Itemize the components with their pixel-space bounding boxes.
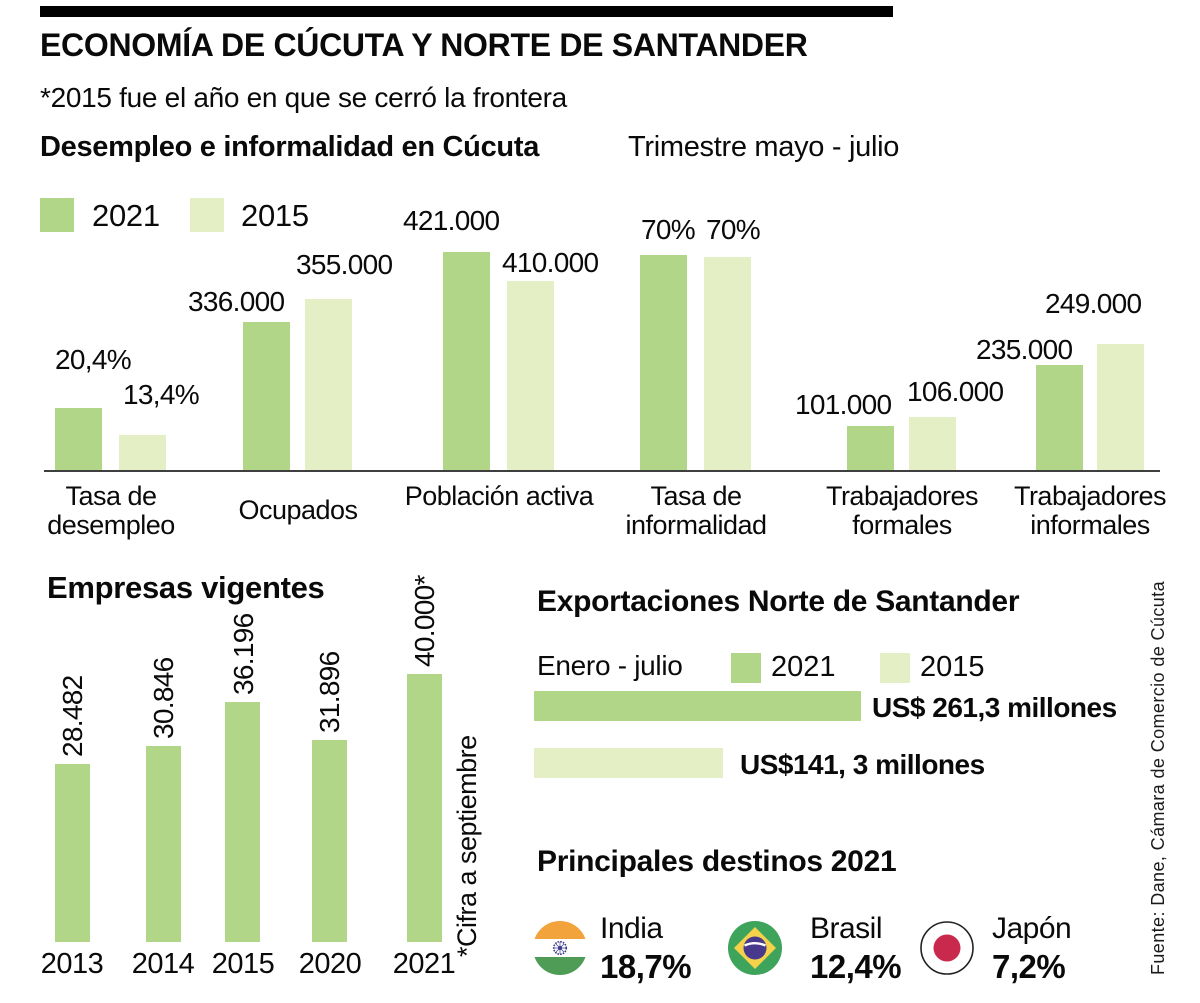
exports-legend-label-2015: 2015 xyxy=(920,651,985,683)
top-rule xyxy=(40,6,893,17)
exports-legend-swatch-2015 xyxy=(880,653,910,683)
bar-2015-trabajadores-informales xyxy=(1097,344,1144,471)
category-ocupados: Ocupados xyxy=(238,495,358,525)
value-2021-tasa-desempleo: 20,4% xyxy=(55,344,132,375)
value-2015-ocupados: 355.000 xyxy=(296,249,393,280)
year-2020: 2020 xyxy=(298,948,362,980)
page-title: ECONOMÍA DE CÚCUTA Y NORTE DE SANTANDER xyxy=(40,27,808,63)
bar-exportaciones-2021 xyxy=(534,691,861,721)
employment-axis-line xyxy=(44,470,1160,472)
bar-2015-ocupados xyxy=(305,299,352,471)
value-2015-tasa-desempleo: 13,4% xyxy=(123,379,200,410)
value-2021-trabajadores-formales: 101.000 xyxy=(795,389,892,420)
value-2015-trabajadores-informales: 249.000 xyxy=(1045,288,1142,319)
exports-legend-swatch-2021 xyxy=(731,653,761,683)
brasil-flag-icon xyxy=(728,921,782,975)
value-exportaciones-2021: US$ 261,3 millones xyxy=(872,692,1117,723)
legend-label-2015: 2015 xyxy=(241,198,309,233)
companies-footnote: *Cifra a septiembre xyxy=(452,735,482,957)
value-2021-trabajadores-informales: 235.000 xyxy=(976,334,1073,365)
bar-empresas-2015 xyxy=(225,702,260,942)
bar-empresas-2020 xyxy=(312,740,347,942)
value-2021-tasa-informalidad: 70% xyxy=(641,214,696,245)
value-2021-ocupados: 336.000 xyxy=(188,286,285,317)
japon-flag-icon xyxy=(920,921,974,975)
india-flag-icon xyxy=(533,921,587,975)
destinations-title: Principales destinos 2021 xyxy=(537,845,897,878)
year-2015: 2015 xyxy=(211,948,275,980)
bar-2015-tasa-informalidad xyxy=(704,257,751,471)
value-empresas-2014: 30.846 xyxy=(148,657,179,739)
destination-country-india: India xyxy=(600,912,663,945)
bar-2021-ocupados xyxy=(243,322,290,471)
employment-bars-area xyxy=(0,0,1200,471)
category-trabajadores-formales: Trabajadores formales xyxy=(825,481,979,541)
value-empresas-2021: 40.000* xyxy=(409,575,440,667)
bar-2021-trabajadores-formales xyxy=(847,426,894,471)
bar-2015-poblacion-activa xyxy=(507,281,554,471)
bar-empresas-2014 xyxy=(146,746,181,942)
destination-share-india: 18,7% xyxy=(600,948,692,985)
category-trabajadores-informales: Trabajadores informales xyxy=(1013,481,1167,541)
value-empresas-2013: 28.482 xyxy=(57,675,88,757)
legend-swatch-2015 xyxy=(190,198,224,232)
bar-2015-trabajadores-formales xyxy=(909,417,956,471)
year-2021: 2021 xyxy=(392,948,456,980)
legend-label-2021: 2021 xyxy=(92,198,160,233)
exports-chart-title: Exportaciones Norte de Santander xyxy=(537,585,1020,618)
category-tasa-informalidad: Tasa de informalidad xyxy=(625,481,767,541)
bar-2021-tasa-informalidad xyxy=(640,255,687,471)
bar-2021-tasa-desempleo xyxy=(55,408,102,471)
destination-country-brasil: Brasil xyxy=(810,912,883,945)
bar-empresas-2021 xyxy=(407,674,442,942)
employment-chart-period: Trimestre mayo - julio xyxy=(628,131,900,163)
value-2015-poblacion-activa: 410.000 xyxy=(502,247,599,278)
exports-chart-period: Enero - julio xyxy=(537,650,683,681)
frontier-note: *2015 fue el año en que se cerró la fron… xyxy=(40,82,567,113)
value-empresas-2020: 31.896 xyxy=(314,651,345,733)
exports-legend-label-2021: 2021 xyxy=(771,651,836,683)
source-credit: Fuente: Dane, Cámara de Comercio de Cúcu… xyxy=(1148,581,1168,975)
category-poblacion-activa: Población activa xyxy=(404,481,594,511)
value-2021-poblacion-activa: 421.000 xyxy=(403,205,500,236)
destination-country-japon: Japón xyxy=(992,912,1072,945)
bar-empresas-2013 xyxy=(55,764,90,942)
companies-chart-title: Empresas vigentes xyxy=(47,570,325,605)
value-empresas-2015: 36.196 xyxy=(228,613,259,695)
value-exportaciones-2015: US$141, 3 millones xyxy=(740,749,985,780)
value-2015-trabajadores-formales: 106.000 xyxy=(907,376,1004,407)
bar-exportaciones-2015 xyxy=(534,748,723,778)
value-2015-tasa-informalidad: 70% xyxy=(706,214,761,245)
year-2013: 2013 xyxy=(40,948,104,980)
year-2014: 2014 xyxy=(131,948,195,980)
destination-share-japon: 7,2% xyxy=(992,948,1066,985)
employment-chart-title: Desempleo e informalidad en Cúcuta xyxy=(40,131,540,163)
legend-swatch-2021 xyxy=(40,198,74,232)
bar-2021-poblacion-activa xyxy=(443,252,490,471)
category-tasa-desempleo: Tasa de desempleo xyxy=(47,481,175,541)
bar-2021-trabajadores-informales xyxy=(1036,365,1083,471)
bar-2015-tasa-desempleo xyxy=(119,435,166,471)
companies-bars-area xyxy=(0,0,520,942)
destination-share-brasil: 12,4% xyxy=(810,948,902,985)
